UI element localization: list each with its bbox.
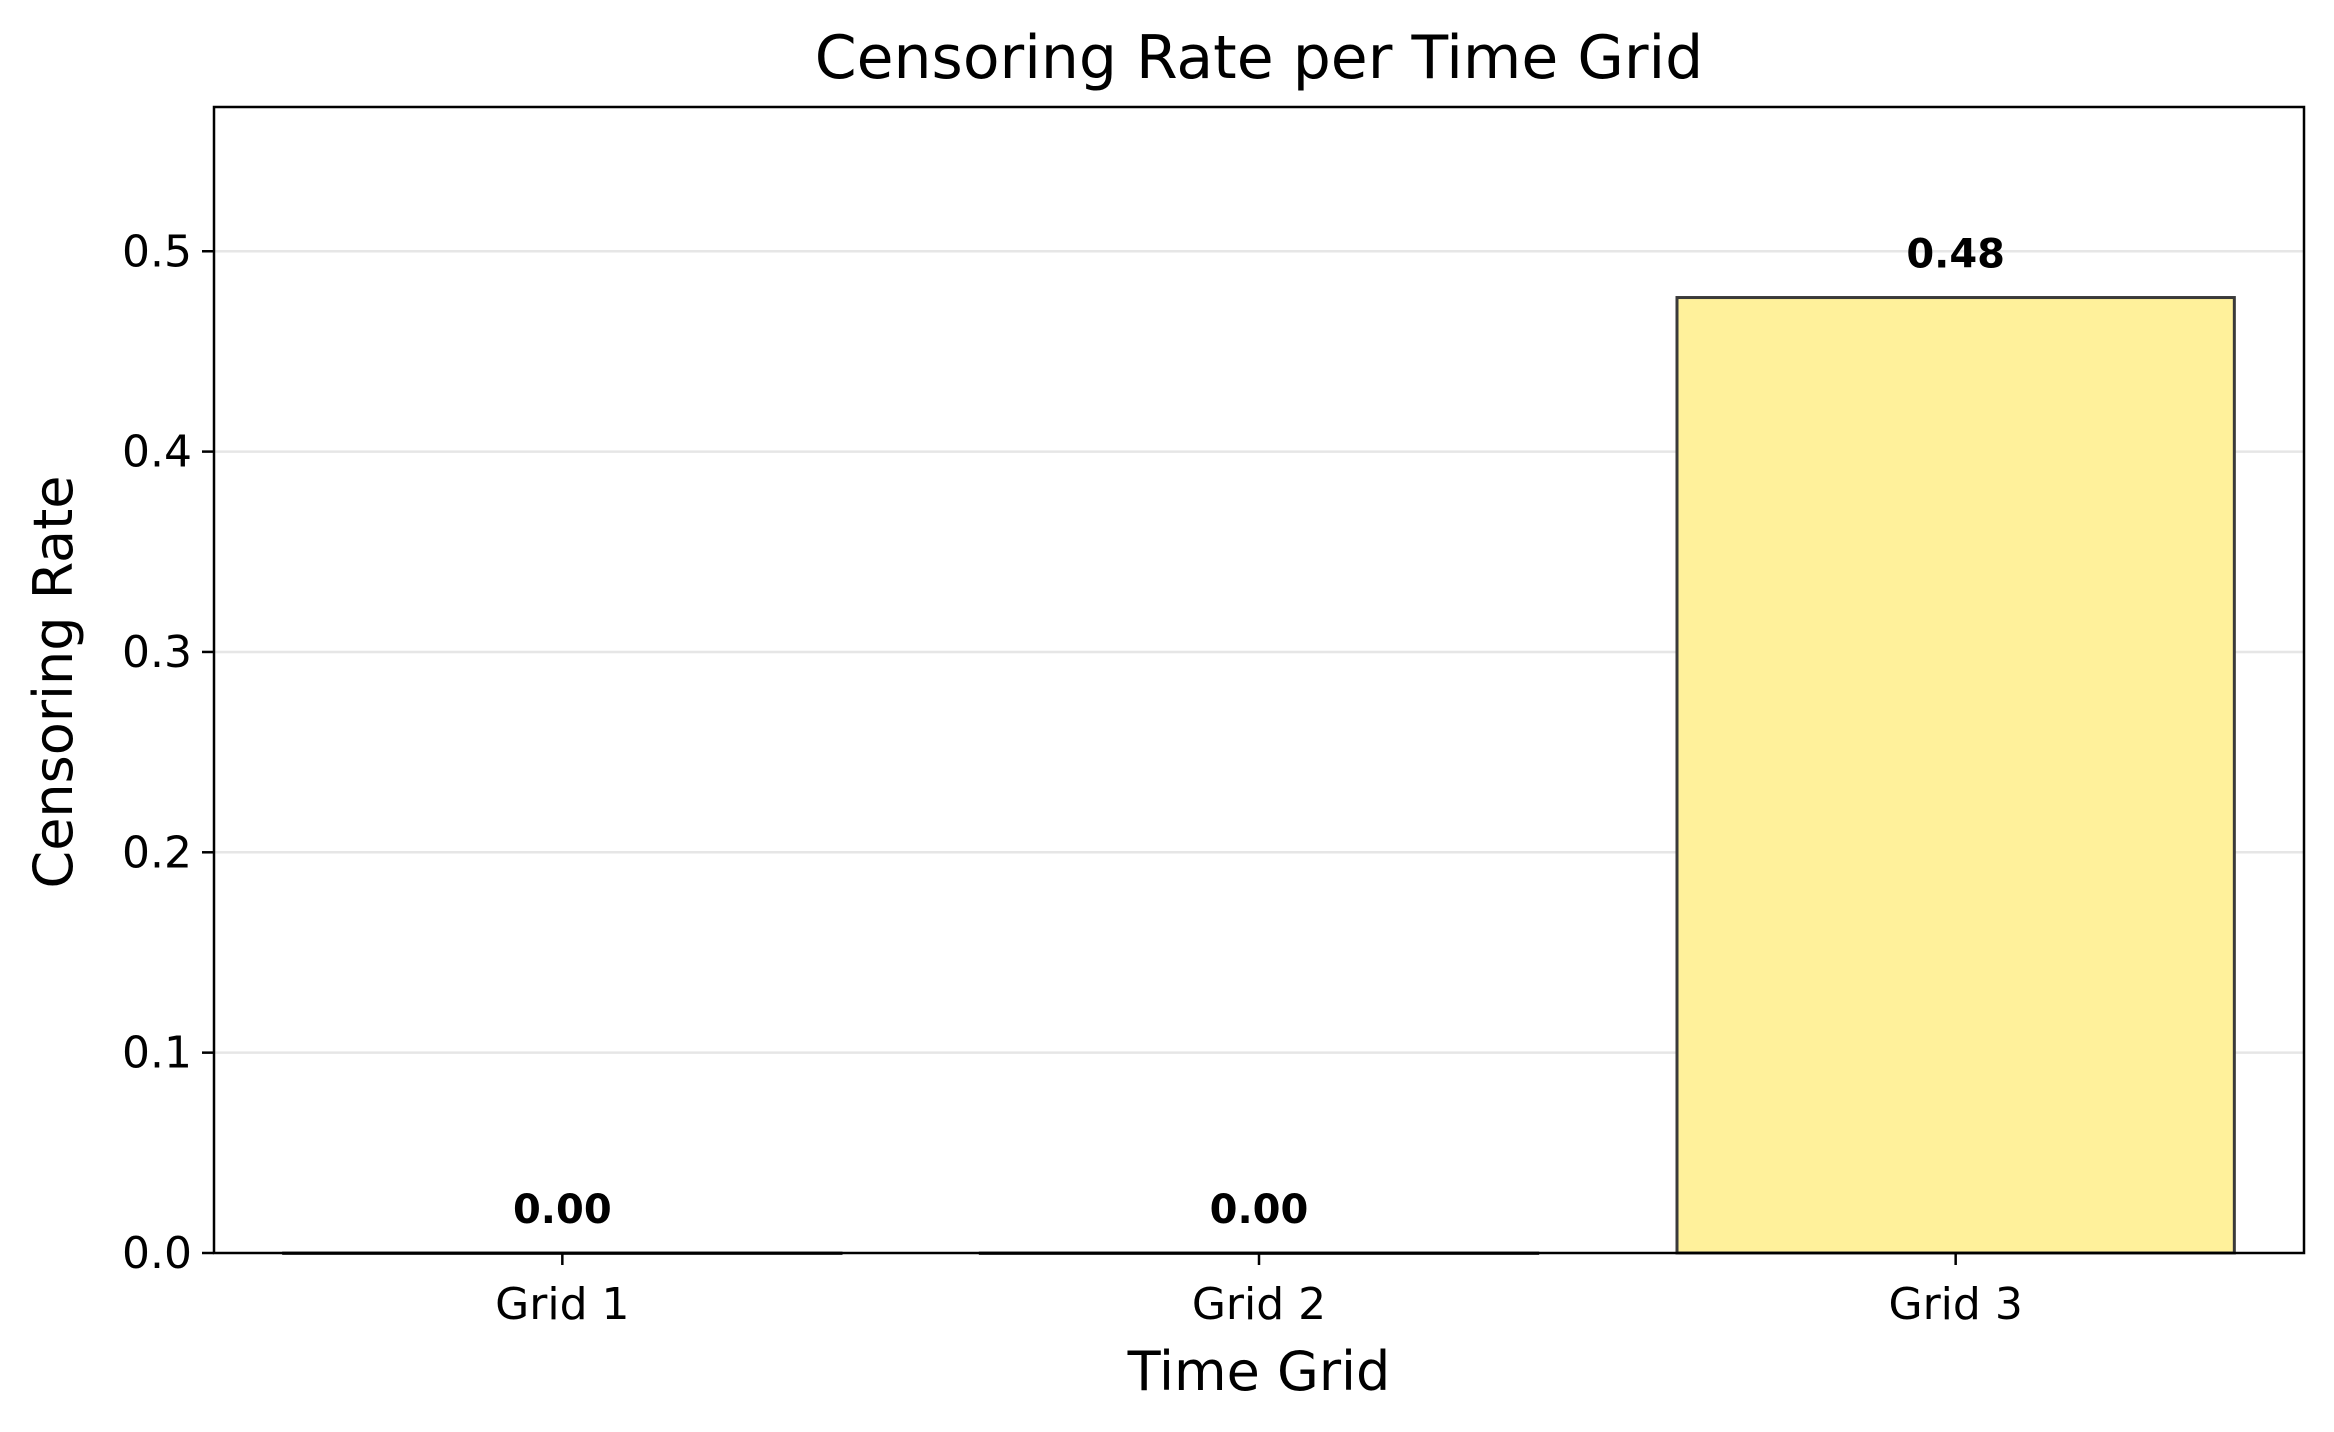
y-tick-label: 0.4: [122, 427, 192, 478]
bars: [282, 296, 2236, 1255]
data-label-1: 0.00: [513, 1187, 612, 1233]
data-label-3: 0.48: [1906, 232, 2005, 278]
chart-title: Censoring Rate per Time Grid: [815, 23, 1704, 93]
y-tick-label: 0.5: [122, 226, 192, 277]
y-axis-ticks: 0.0 0.1 0.2 0.3 0.4 0.5: [122, 226, 214, 1279]
y-tick-label: 0.3: [122, 627, 192, 678]
y-axis-label: Censoring Rate: [22, 475, 85, 888]
data-label-2: 0.00: [1210, 1187, 1309, 1233]
x-tick-label: Grid 2: [1192, 1279, 1326, 1330]
y-tick-label: 0.0: [122, 1228, 192, 1279]
x-axis-label: Time Grid: [1127, 1340, 1391, 1403]
x-tick-label: Grid 3: [1889, 1279, 2023, 1330]
y-tick-label: 0.2: [122, 827, 192, 878]
x-tick-label: Grid 1: [495, 1279, 629, 1330]
x-axis-ticks: Grid 1 Grid 2 Grid 3: [495, 1253, 2023, 1330]
bar-3: [1675, 296, 2236, 1255]
data-labels: 0.00 0.00 0.48: [513, 232, 2005, 1233]
y-tick-label: 0.1: [122, 1028, 192, 1079]
